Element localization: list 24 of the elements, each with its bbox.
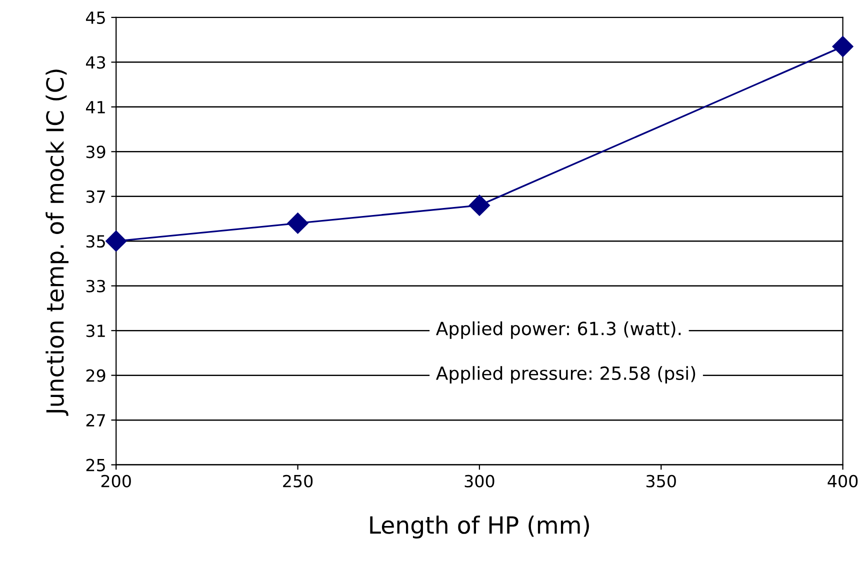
x-axis-title: Length of HP (mm) [370, 516, 589, 539]
y-tick-label: 39 [86, 146, 106, 158]
y-tick-label: 41 [86, 101, 105, 114]
y-tick-label: 37 [86, 190, 105, 203]
x-tick-label: 400 [828, 474, 858, 488]
y-tick-label: 27 [86, 414, 105, 426]
annotation: Applied pressure: 25.58 (psi) [436, 366, 696, 384]
x-tick-label: 350 [646, 474, 676, 488]
y-tick-label: 35 [86, 235, 105, 248]
y-tick-label: 31 [86, 324, 105, 338]
x-tick-label: 300 [464, 474, 494, 488]
y-tick-label: 29 [86, 369, 106, 382]
y-axis-title: Junction temp. of mock IC (C) [46, 70, 69, 416]
y-tick-label: 33 [86, 280, 106, 292]
point [106, 230, 127, 252]
x-tick-label: 200 [101, 474, 131, 488]
y-tick-label: 45 [86, 12, 105, 24]
point [287, 212, 308, 234]
y-tick-label: 25 [86, 458, 105, 472]
y-tick-label: 43 [86, 56, 106, 69]
annotation: Applied power: 61.3 (watt). [436, 321, 681, 339]
x-tick-label: 250 [283, 474, 313, 488]
point [832, 36, 854, 58]
point [468, 194, 490, 216]
